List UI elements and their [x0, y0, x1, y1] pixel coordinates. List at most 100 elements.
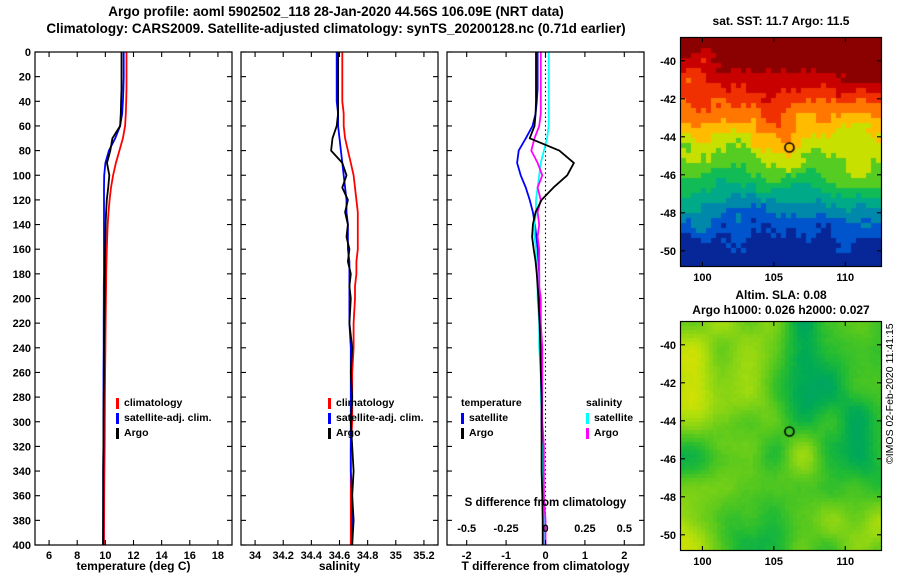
- depth-tick-label: 0: [25, 47, 31, 59]
- sst-map-canvas: [681, 38, 881, 266]
- legend-item-argo: Argo: [461, 426, 522, 441]
- s-diff-tick-label: 0.25: [574, 523, 595, 535]
- legend-label: Argo: [336, 427, 361, 439]
- s-diff-tick-label: -0.5: [457, 523, 476, 535]
- temperature-axis-label: temperature (deg C): [76, 559, 191, 573]
- figure-title: Argo profile: aoml 5902502_118 28-Jan-20…: [108, 4, 564, 19]
- legend-item-satellite-adj-clim: satellite-adj. clim.: [116, 411, 212, 426]
- legend-item-satellite-adj-clim: satellite-adj. clim.: [328, 411, 424, 426]
- axes-box: [446, 51, 645, 546]
- temperature-profile: 6 8 10 12 14 16 180204060801001201401601802002…: [13, 47, 233, 562]
- temperature-panel-legend: climatology satellite-adj. clim. Argo: [116, 396, 212, 441]
- satellite-s-line-sample: [586, 413, 589, 424]
- argo-line-sample: [328, 428, 331, 439]
- lon-tick-label: 105: [765, 556, 783, 568]
- s-diff-tick-label: 0.5: [617, 523, 632, 535]
- depth-tick-label: 340: [13, 466, 31, 478]
- depth-tick-label: 300: [13, 417, 31, 429]
- lon-tick-label: 110: [836, 556, 854, 568]
- difference-profile: -2 -1 0 1 2-0.5 -0.25 0 0.25 0.5: [446, 51, 645, 562]
- depth-tick-label: 180: [13, 269, 31, 281]
- temperature-profile-series-climatology: [103, 52, 128, 545]
- lat-tick-label: -48: [660, 208, 676, 220]
- depth-tick-label: 200: [13, 294, 31, 306]
- depth-tick-label: 380: [13, 515, 31, 527]
- salinity-profile-series-Argo: [330, 52, 355, 545]
- argo-t-line-sample: [461, 428, 464, 439]
- legend-label: Argo: [469, 427, 494, 439]
- s-diff-tick-label: -0.25: [494, 523, 519, 535]
- legend-item-satellite: satellite: [586, 411, 633, 426]
- lat-tick-label: -48: [660, 492, 676, 504]
- depth-tick-label: 40: [19, 96, 31, 108]
- depth-tick-label: 20: [19, 72, 31, 84]
- depth-tick-label: 360: [13, 491, 31, 503]
- argo-line-sample: [116, 428, 119, 439]
- legend-label: satellite: [594, 412, 634, 424]
- s-difference-axis-label: S difference from climatology: [464, 497, 627, 509]
- climatology-line-sample: [328, 398, 331, 409]
- sla-map-subtitle: Argo h1000: 0.026 h2000: 0.027: [692, 303, 870, 317]
- lon-tick-label: 105: [765, 272, 783, 284]
- lat-tick-label: -50: [660, 530, 676, 542]
- legend-item-climatology: climatology: [116, 396, 212, 411]
- lat-tick-label: -42: [660, 378, 676, 390]
- difference-legend-salinity: salinity satellite Argo: [586, 396, 633, 441]
- sla-map-canvas: [681, 322, 881, 550]
- depth-tick-label: 100: [13, 170, 31, 182]
- legend-item-satellite: satellite: [461, 411, 522, 426]
- satellite-clim-line-sample: [328, 413, 331, 424]
- legend-item-argo: Argo: [586, 426, 633, 441]
- depth-tick-label: 280: [13, 392, 31, 404]
- legend-header-salinity: salinity: [586, 397, 623, 409]
- temperature-profile-series-Argo: [102, 52, 123, 545]
- temperature-profile-series-satellite-adj. clim.: [102, 52, 125, 545]
- legend-header-temperature: temperature: [461, 397, 522, 409]
- climatology-line-sample: [116, 398, 119, 409]
- lon-tick-label: 100: [693, 272, 711, 284]
- t-difference-axis-label: T difference from climatology: [461, 559, 630, 573]
- lat-tick-label: -46: [660, 170, 676, 182]
- legend-item-argo: Argo: [116, 426, 212, 441]
- lat-tick-label: -40: [660, 340, 676, 352]
- s-diff-tick-label: 0: [542, 523, 548, 535]
- difference-profile-series-temperature satellite: [516, 52, 544, 545]
- depth-tick-label: 140: [13, 220, 31, 232]
- lat-tick-label: -44: [660, 416, 677, 428]
- legend-label: Argo: [594, 427, 619, 439]
- legend-label: satellite-adj. clim.: [336, 412, 424, 424]
- lat-tick-label: -50: [660, 246, 676, 258]
- axes-box: [34, 51, 233, 546]
- argo-s-line-sample: [586, 428, 589, 439]
- depth-tick-label: 220: [13, 318, 31, 330]
- legend-item-argo: Argo: [328, 426, 424, 441]
- depth-tick-label: 320: [13, 441, 31, 453]
- axes-box: [240, 51, 439, 546]
- depth-tick-label: 400: [13, 540, 31, 552]
- lat-tick-label: -44: [660, 132, 677, 144]
- salinity-profile-series-satellite-adj. clim.: [335, 52, 354, 545]
- depth-tick-label: 120: [13, 195, 31, 207]
- depth-tick-label: 160: [13, 244, 31, 256]
- salinity-axis-label: salinity: [318, 559, 361, 573]
- legend-label: Argo: [124, 427, 149, 439]
- legend-item-climatology: climatology: [328, 396, 424, 411]
- lat-tick-label: -42: [660, 94, 676, 106]
- depth-tick-label: 80: [19, 146, 31, 158]
- sla-map-title: Altim. SLA: 0.08: [735, 288, 827, 302]
- depth-tick-label: 240: [13, 343, 31, 355]
- difference-profile-series-salinity satellite: [533, 52, 550, 545]
- satellite-t-line-sample: [461, 413, 464, 424]
- lat-tick-label: -40: [660, 56, 676, 68]
- lat-tick-label: -46: [660, 454, 676, 466]
- sst-map-title: sat. SST: 11.7 Argo: 11.5: [712, 14, 850, 28]
- legend-label: climatology: [336, 397, 395, 409]
- lon-tick-label: 110: [836, 272, 854, 284]
- difference-profile-series-salinity Argo: [530, 52, 547, 545]
- salinity-profile-series-climatology: [341, 52, 359, 545]
- depth-tick-label: 260: [13, 367, 31, 379]
- depth-tick-label: 60: [19, 121, 31, 133]
- salinity-panel-legend: climatology satellite-adj. clim. Argo: [328, 396, 424, 441]
- salinity-profile: 34 34.2 34.4 34.6 34.8 35 35.2: [240, 51, 439, 562]
